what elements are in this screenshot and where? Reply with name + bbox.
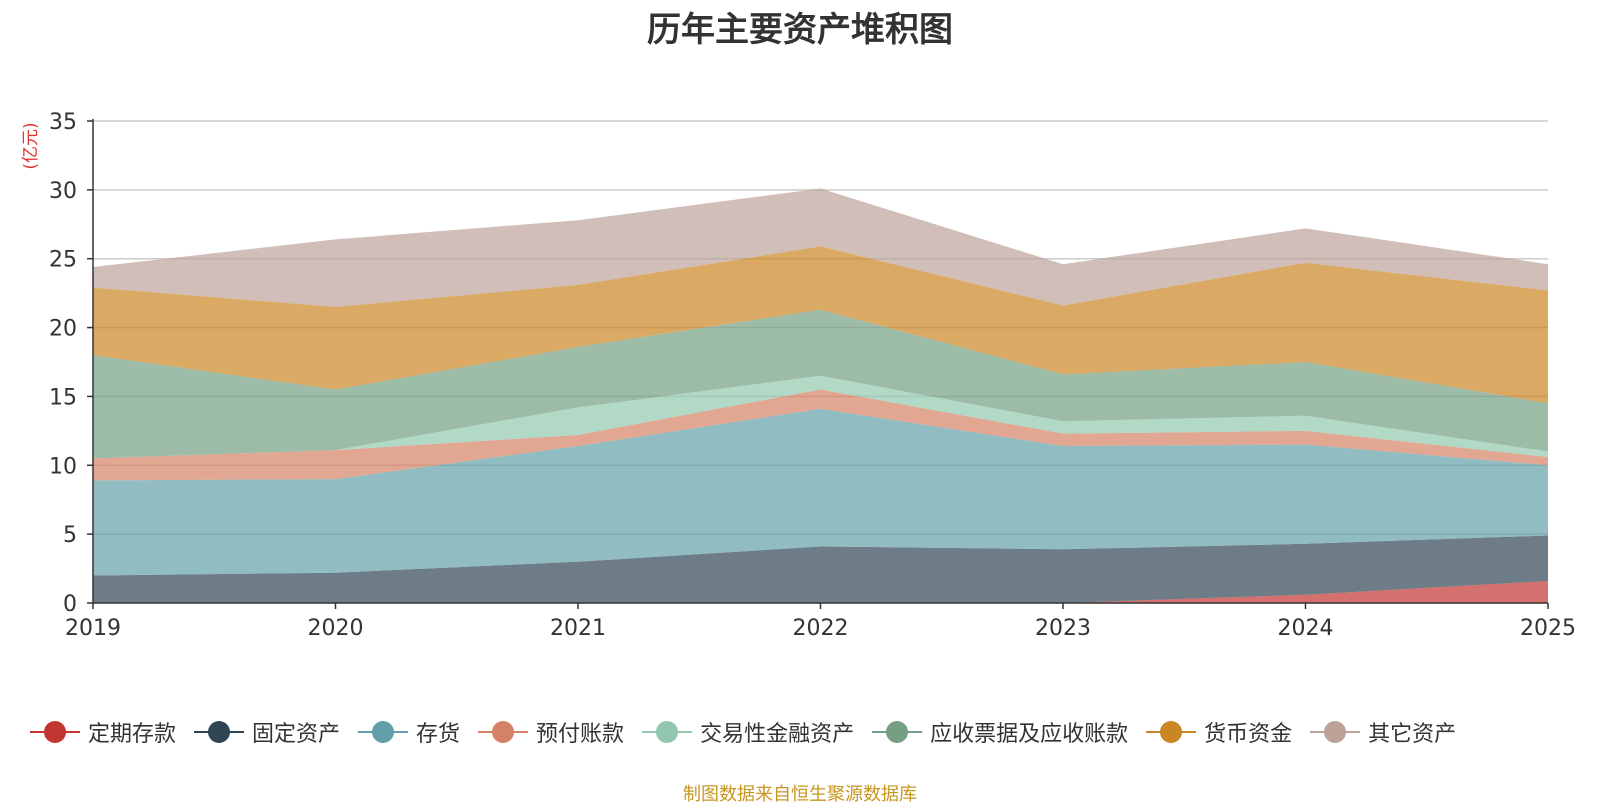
area-series-1[interactable] [93,535,1548,604]
legend-marker-icon [478,720,529,744]
legend-marker-icon [358,720,409,744]
legend-label: 交易性金融资产 [700,722,855,747]
y-axis-unit-label: (亿元) [21,122,41,169]
y-tick-label: 20 [49,317,77,342]
source-note: 制图数据来自恒生聚源数据库 [683,784,917,805]
y-tick-label: 25 [49,248,77,273]
legend-item[interactable]: 应收票据及应收账款 [872,716,1128,748]
area-series-7[interactable] [93,188,1548,307]
legend-label: 其它资产 [1368,722,1457,747]
x-tick-label: 2024 [1278,616,1334,641]
legend-item[interactable]: 存货 [358,716,460,748]
legend-label: 固定资产 [252,722,341,747]
area-series [93,188,1548,604]
legend-dot [656,721,679,743]
x-tick-label: 2023 [1035,616,1091,641]
legend: 定期存款 固定资产 存货 预付账款 交易性金融资产 应收票据及应收账款 货币资金 其它资产 [30,716,1474,748]
legend-item[interactable]: 固定资产 [194,716,340,748]
legend-dot [886,721,909,743]
legend-marker-icon [872,720,923,744]
x-tick-label: 2025 [1520,616,1576,641]
area-series-3[interactable] [93,389,1548,481]
y-tick-label: 0 [63,592,77,617]
legend-label: 预付账款 [536,722,625,747]
legend-label: 应收票据及应收账款 [930,722,1129,747]
area-series-5[interactable] [93,309,1548,459]
area-series-6[interactable] [93,246,1548,404]
legend-dot [1324,721,1347,743]
legend-dot [1160,721,1183,743]
legend-dot [44,721,66,743]
legend-marker-icon [194,720,245,744]
legend-marker-icon [642,720,693,744]
legend-marker-icon [1310,720,1361,744]
legend-label: 存货 [416,722,461,747]
legend-item[interactable]: 预付账款 [478,716,624,748]
y-tick-label: 35 [49,110,77,135]
legend-label: 定期存款 [88,722,177,747]
legend-dot [208,721,231,743]
legend-dot [372,721,395,743]
area-series-4[interactable] [93,375,1548,459]
x-tick-label: 2022 [793,616,849,641]
y-tick-label: 30 [49,179,77,204]
legend-item[interactable]: 交易性金融资产 [642,716,854,748]
legend-item[interactable]: 定期存款 [30,716,176,748]
x-tick-label: 2021 [550,616,606,641]
area-series-0[interactable] [93,581,1548,603]
legend-item[interactable]: 其它资产 [1310,716,1456,748]
y-tick-label: 5 [63,523,77,548]
legend-dot [492,721,515,743]
area-series-2[interactable] [93,408,1548,576]
legend-item[interactable]: 货币资金 [1146,716,1292,748]
y-tick-label: 10 [49,454,77,479]
legend-label: 货币资金 [1204,722,1293,747]
legend-marker-icon [1146,720,1197,744]
x-tick-label: 2019 [65,616,121,641]
y-tick-label: 15 [49,385,77,410]
legend-marker-icon [30,720,80,744]
chart-title: 历年主要资产堆积图 [647,10,953,50]
x-tick-label: 2020 [308,616,364,641]
